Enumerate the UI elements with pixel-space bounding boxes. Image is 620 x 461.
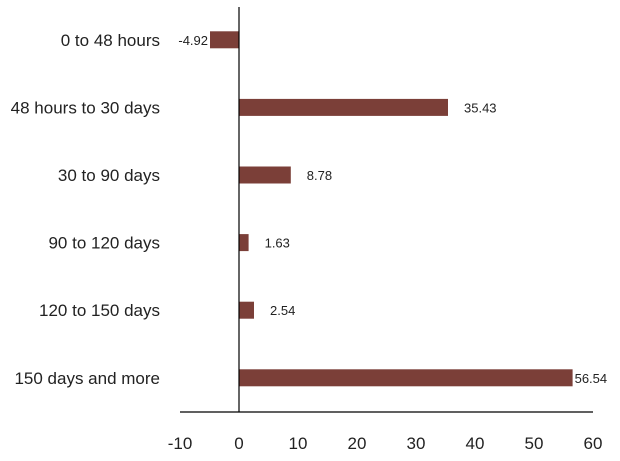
category-label-5: 150 days and more [14, 369, 160, 388]
category-label-0: 0 to 48 hours [61, 31, 160, 50]
bar-2 [239, 166, 291, 184]
x-tick-label-1: 0 [234, 434, 243, 453]
labels-layer: 0 to 48 hours -4.92 48 hours to 30 days 35.… [11, 31, 607, 453]
bar-5 [239, 369, 573, 387]
bar-1 [239, 98, 448, 116]
value-label-0: -4.92 [178, 33, 208, 48]
category-label-4: 120 to 150 days [39, 301, 160, 320]
x-tick-label-7: 60 [584, 434, 603, 453]
x-tick-label-6: 50 [525, 434, 544, 453]
value-label-2: 8.78 [307, 168, 332, 183]
x-tick-label-0: -10 [168, 434, 193, 453]
category-label-1: 48 hours to 30 days [11, 98, 160, 117]
axis-layer [180, 7, 593, 413]
x-tick-label-3: 20 [348, 434, 367, 453]
x-tick-label-5: 40 [466, 434, 485, 453]
value-label-5: 56.54 [575, 371, 608, 386]
x-tick-label-2: 10 [289, 434, 308, 453]
category-label-2: 30 to 90 days [58, 166, 160, 185]
x-tick-label-4: 30 [407, 434, 426, 453]
value-label-4: 2.54 [270, 303, 295, 318]
bar-0 [210, 31, 239, 49]
bar-3 [239, 234, 249, 252]
bars-layer [210, 31, 573, 387]
value-label-3: 1.63 [265, 236, 290, 251]
category-label-3: 90 to 120 days [48, 234, 160, 253]
value-label-1: 35.43 [464, 100, 497, 115]
bar-4 [239, 301, 254, 319]
